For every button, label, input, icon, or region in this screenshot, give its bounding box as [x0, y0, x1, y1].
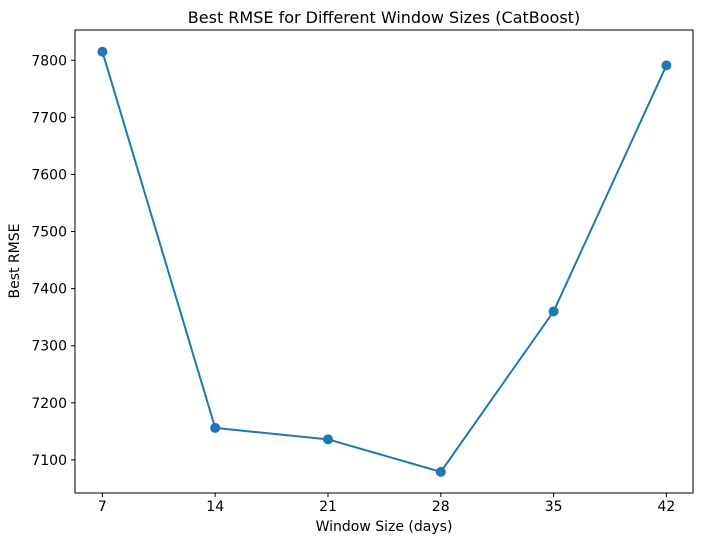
x-tick-label: 7 [98, 499, 107, 515]
x-axis-label: Window Size (days) [315, 519, 453, 535]
data-point-marker [97, 46, 108, 57]
x-tick-label: 21 [319, 499, 337, 515]
y-tick-label: 7800 [31, 53, 67, 69]
y-tick-label: 7300 [31, 339, 67, 355]
chart-title: Best RMSE for Different Window Sizes (Ca… [187, 8, 581, 27]
x-tick-label: 14 [206, 499, 224, 515]
y-tick-label: 7100 [31, 453, 67, 469]
y-axis-label: Best RMSE [7, 223, 23, 299]
data-point-marker [661, 60, 672, 71]
y-tick-label: 7600 [31, 167, 67, 183]
rmse-line [101, 50, 668, 473]
y-tick-label: 7500 [31, 225, 67, 241]
data-point-marker [548, 306, 559, 317]
x-tick-label: 28 [432, 499, 450, 515]
y-tick-label: 7200 [31, 396, 67, 412]
data-point-marker [323, 434, 334, 445]
data-point-marker [210, 422, 221, 433]
x-tick-label: 35 [545, 499, 563, 515]
y-tick-label: 7700 [31, 110, 67, 126]
y-tick-label: 7400 [31, 282, 67, 298]
axes-frame [74, 29, 694, 494]
data-point-marker [435, 466, 446, 477]
x-tick-label: 42 [657, 499, 675, 515]
